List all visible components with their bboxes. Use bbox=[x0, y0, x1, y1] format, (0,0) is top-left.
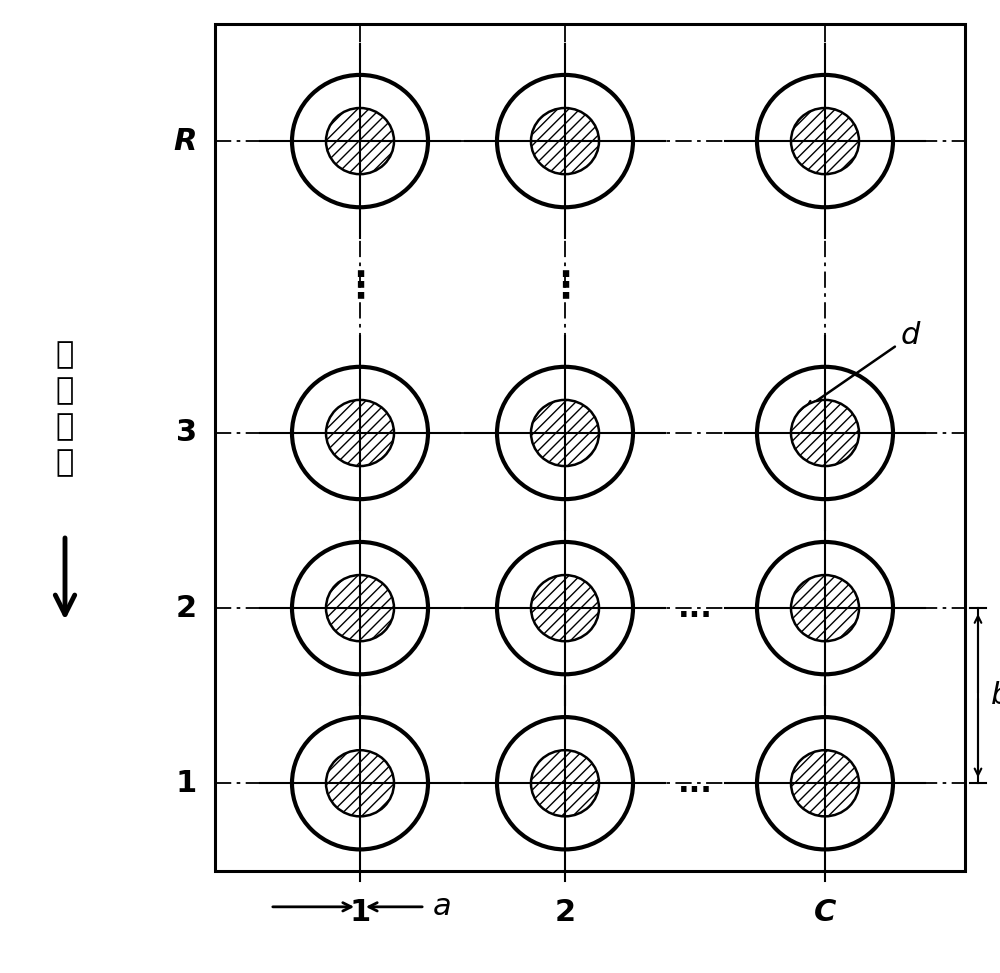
Text: ...: ... bbox=[678, 594, 712, 623]
Text: R: R bbox=[174, 126, 197, 156]
Text: $b$: $b$ bbox=[990, 681, 1000, 710]
Text: 1: 1 bbox=[176, 769, 197, 798]
Text: $d$: $d$ bbox=[807, 321, 921, 408]
Text: 2: 2 bbox=[176, 594, 197, 623]
Bar bbox=[215, 24, 965, 871]
Circle shape bbox=[326, 750, 394, 816]
Circle shape bbox=[326, 400, 394, 466]
Text: $a$: $a$ bbox=[432, 892, 451, 921]
Circle shape bbox=[531, 400, 599, 466]
Circle shape bbox=[531, 750, 599, 816]
Circle shape bbox=[791, 750, 859, 816]
Circle shape bbox=[791, 108, 859, 174]
Circle shape bbox=[326, 575, 394, 641]
Circle shape bbox=[791, 400, 859, 466]
Text: C: C bbox=[814, 898, 836, 927]
Text: 扫
描
方
向: 扫 描 方 向 bbox=[56, 341, 74, 477]
Circle shape bbox=[791, 575, 859, 641]
Text: ⋮: ⋮ bbox=[342, 270, 378, 304]
Circle shape bbox=[326, 108, 394, 174]
Circle shape bbox=[531, 108, 599, 174]
Text: ⋮: ⋮ bbox=[547, 270, 583, 304]
Circle shape bbox=[531, 575, 599, 641]
Text: 3: 3 bbox=[176, 418, 197, 448]
Text: 2: 2 bbox=[554, 898, 576, 927]
Text: ...: ... bbox=[678, 769, 712, 798]
Text: 1: 1 bbox=[349, 898, 371, 927]
